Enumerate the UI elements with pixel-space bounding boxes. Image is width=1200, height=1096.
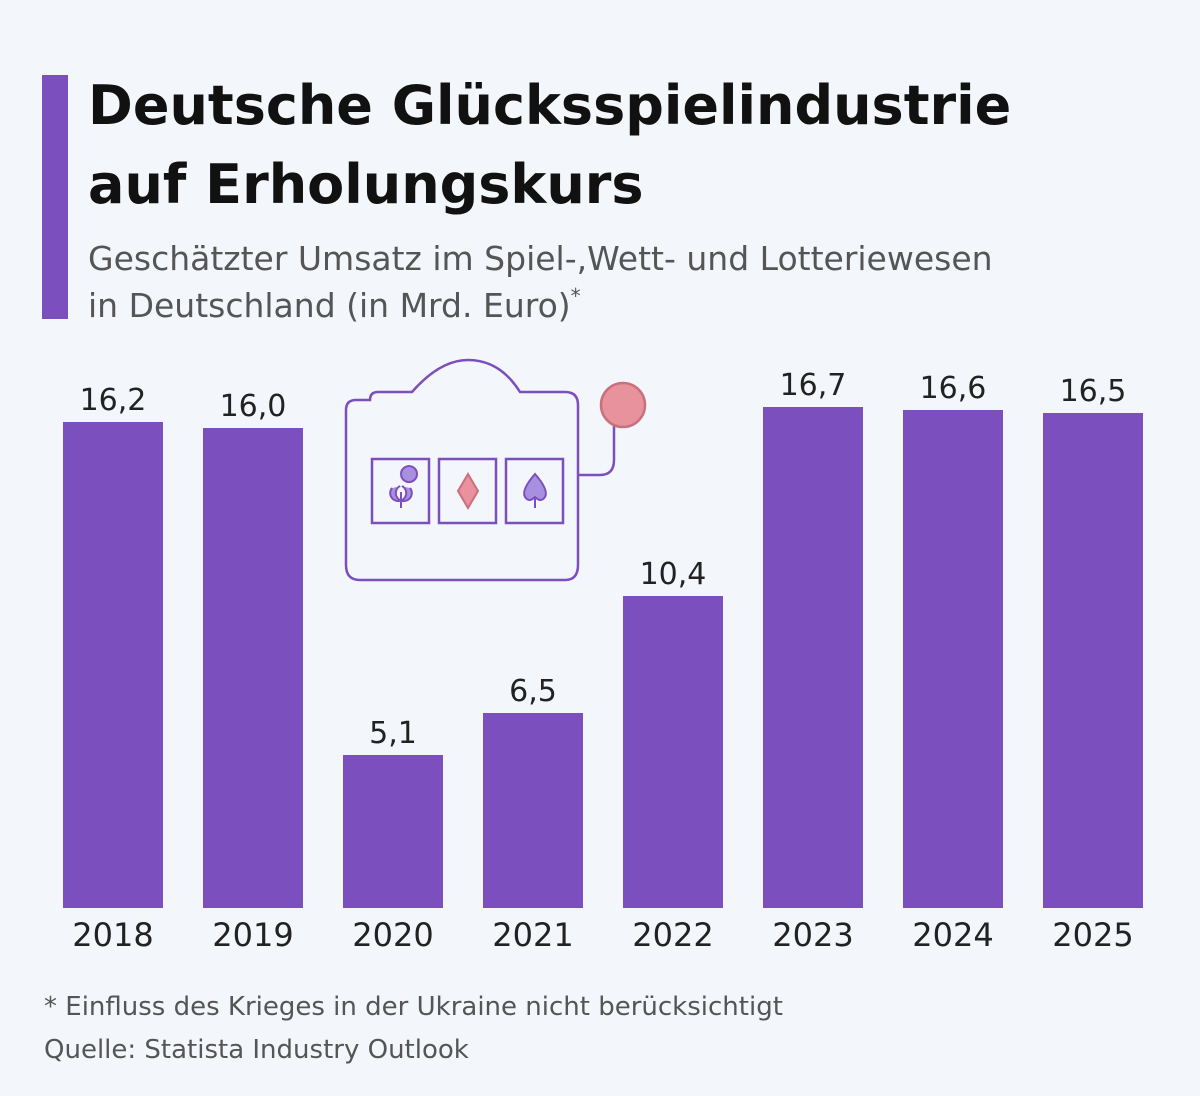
- value-label: 16,7: [780, 368, 847, 403]
- x-tick-label: 2024: [912, 916, 993, 954]
- bar: [203, 428, 303, 908]
- x-tick-label: 2025: [1052, 916, 1133, 954]
- bar: [1043, 413, 1143, 908]
- subtitle-marker: *: [571, 284, 581, 308]
- value-label: 16,2: [80, 383, 147, 418]
- source: Quelle: Statista Industry Outlook: [44, 1035, 469, 1065]
- footnote: * Einfluss des Krieges in der Ukraine ni…: [44, 992, 783, 1022]
- value-label: 16,6: [920, 371, 987, 406]
- x-tick-label: 2023: [772, 916, 853, 954]
- x-tick-label: 2020: [352, 916, 433, 954]
- bar: [623, 596, 723, 908]
- chart-title: auf Erholungskurs: [88, 153, 644, 216]
- bar: [63, 422, 163, 908]
- x-tick-label: 2018: [72, 916, 153, 954]
- slot-machine-illustration: [344, 358, 647, 582]
- value-label: 5,1: [369, 716, 417, 751]
- chart-title: Deutsche Glücksspielindustrie: [88, 74, 1011, 137]
- value-label: 16,5: [1060, 374, 1127, 409]
- bar: [903, 410, 1003, 908]
- value-label: 16,0: [220, 389, 287, 424]
- subtitle: Geschätzter Umsatz im Spiel-,Wett- und L…: [88, 239, 993, 278]
- x-tick-label: 2021: [492, 916, 573, 954]
- subtitle-line: in Deutschland (in Mrd. Euro): [88, 286, 571, 325]
- accent-bar: [42, 75, 68, 319]
- bar: [763, 407, 863, 908]
- subtitle: in Deutschland (in Mrd. Euro)*: [88, 284, 581, 325]
- bar: [343, 755, 443, 908]
- value-label: 6,5: [509, 674, 557, 709]
- x-tick-label: 2022: [632, 916, 713, 954]
- x-tick-label: 2019: [212, 916, 293, 954]
- value-label: 10,4: [640, 557, 707, 592]
- bar: [483, 713, 583, 908]
